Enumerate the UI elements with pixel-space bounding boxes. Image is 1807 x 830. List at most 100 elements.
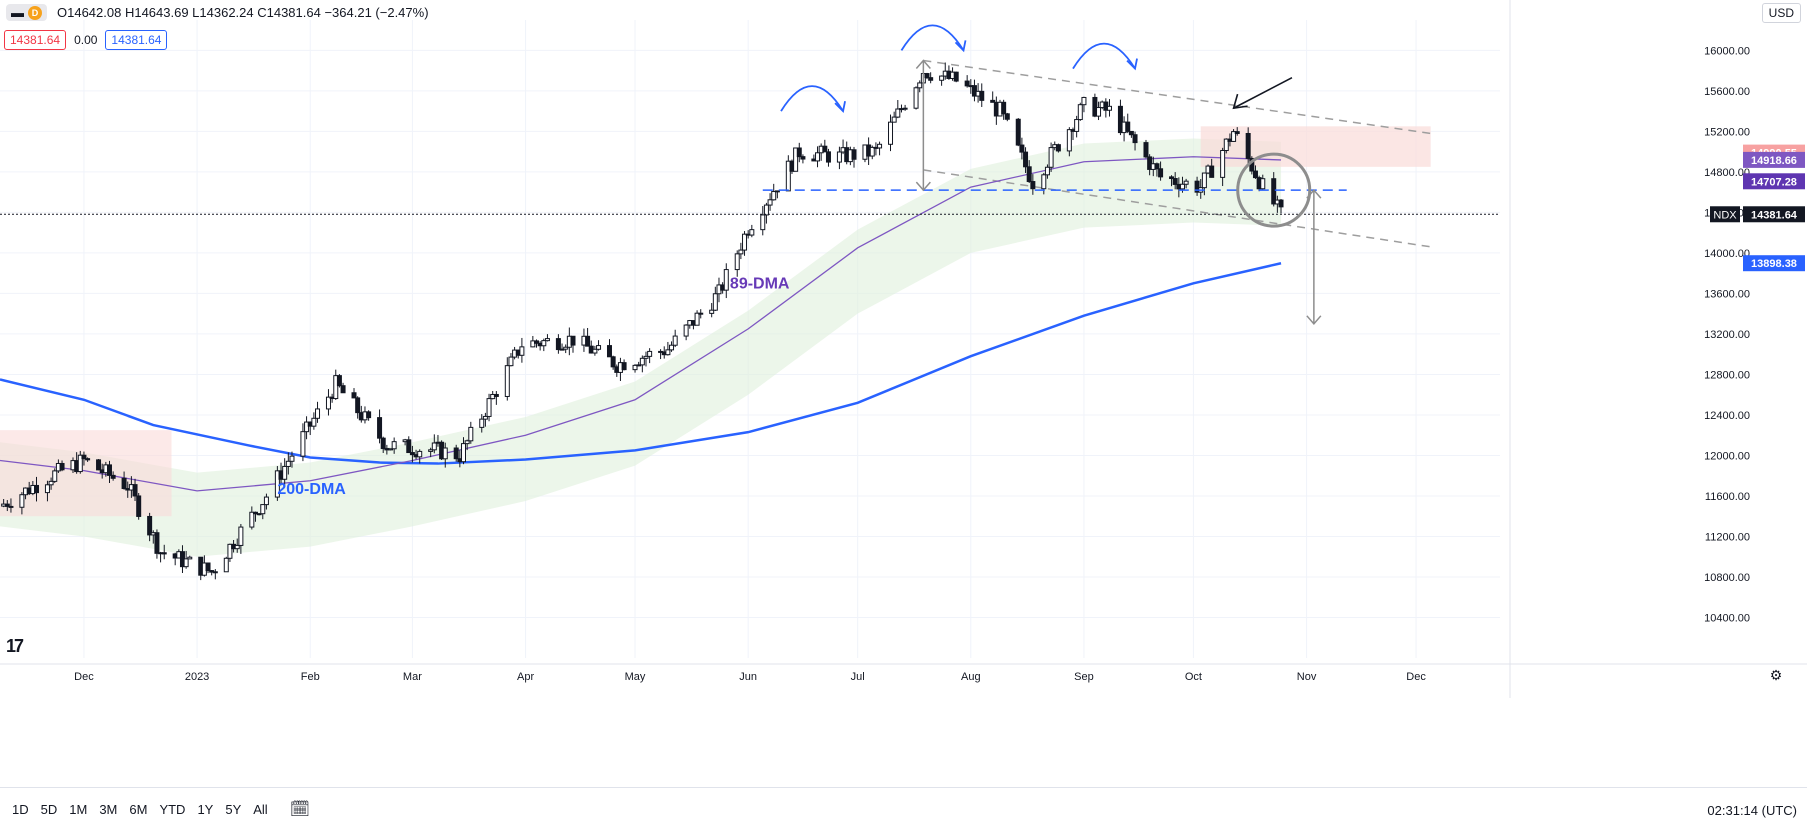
minus-icon: ▬: [11, 5, 24, 20]
candle-body: [380, 437, 386, 450]
candle-body: [48, 480, 54, 486]
candle-body: [924, 73, 930, 79]
y-tick-label: 11600.00: [1705, 491, 1750, 503]
candle-body: [1147, 156, 1153, 170]
ohlc-legend: ▬ D O14642.08 H14643.69 L14362.24 C14381…: [6, 4, 429, 21]
candle-body: [742, 233, 748, 251]
candle-body: [479, 418, 485, 428]
candle-body: [340, 385, 346, 394]
candle-body: [793, 147, 799, 172]
grid-lines: [0, 20, 1500, 658]
price-tag-value: 14707.28: [1751, 176, 1797, 188]
candle-body: [541, 340, 547, 347]
candle-body: [300, 431, 306, 457]
price-tag: 13898.38: [1743, 255, 1805, 272]
candle-body: [147, 515, 153, 536]
candle-body: [1066, 129, 1072, 152]
range-button-1y[interactable]: 1Y: [197, 801, 214, 817]
candle-body: [409, 452, 415, 456]
candle-body: [563, 346, 569, 350]
price-tag-symbol-bg: [1710, 206, 1740, 223]
candle-body: [1030, 181, 1036, 190]
measure-arrow-top-head: [915, 59, 931, 70]
candle-body: [1260, 178, 1266, 190]
y-tick-label: 12400.00: [1704, 410, 1750, 422]
candle-body: [891, 116, 897, 123]
x-tick-label: Aug: [961, 671, 981, 683]
candle-body: [315, 408, 321, 419]
x-tick-label: Sep: [1074, 671, 1094, 683]
candle-body: [643, 355, 649, 359]
candle-body: [774, 190, 780, 193]
candle-body: [234, 544, 240, 550]
candle-body: [596, 345, 602, 350]
range-button-1d[interactable]: 1D: [12, 801, 29, 817]
candle-body: [1015, 118, 1021, 146]
price-tag-bg: [1743, 173, 1805, 190]
candle-body: [928, 77, 934, 81]
label-89-dma: 89-DMA: [730, 275, 790, 292]
candle-body: [183, 558, 189, 568]
curved-arrow-1: [780, 85, 844, 112]
range-button-3m[interactable]: 3M: [99, 801, 118, 817]
candle-body: [1143, 142, 1149, 158]
y-tick-label: 10400.00: [1704, 612, 1750, 624]
candle-body: [544, 338, 550, 342]
candle-body: [964, 80, 970, 87]
channel-lower-line: [923, 169, 1431, 248]
candle-body: [311, 417, 317, 427]
candle-body: [1132, 134, 1138, 144]
measure-arrow-projection-head: [1306, 315, 1322, 325]
candle-body: [1194, 180, 1200, 193]
candle-body: [1271, 178, 1277, 205]
range-button-5y[interactable]: 5Y: [225, 801, 242, 817]
candle-body: [110, 474, 116, 479]
x-tick-label: Dec: [74, 671, 94, 683]
descending-channel: [923, 59, 1431, 248]
candle-body: [187, 556, 193, 560]
candle-body: [8, 505, 14, 508]
candle-body: [895, 108, 901, 118]
candle-body: [1041, 174, 1047, 190]
candle-body: [971, 85, 977, 97]
y-tick-label: 15200.00: [1704, 126, 1750, 138]
range-button-5d[interactable]: 5D: [40, 801, 58, 817]
candle-body: [771, 191, 777, 201]
candle-body: [888, 121, 894, 145]
range-button-1m[interactable]: 1M: [69, 801, 88, 817]
range-button-6m[interactable]: 6M: [129, 801, 148, 817]
y-tick-label: 12800.00: [1704, 369, 1750, 381]
candle-body: [1023, 151, 1029, 168]
candle-body: [1081, 96, 1087, 106]
candle-body: [482, 415, 488, 420]
calendar-icon[interactable]: 🗓: [289, 801, 311, 818]
cloud-red-area-early: [0, 430, 172, 517]
price-axis: 10400.00 10800.00 11200.00 11600.00 12000.00…: [1509, 0, 1750, 698]
candle-body: [767, 199, 773, 206]
bid-price-box[interactable]: 14381.64: [4, 30, 67, 50]
price-tag: NDX 14381.64: [1710, 206, 1805, 223]
candle-body: [519, 346, 525, 356]
candle-body: [530, 340, 536, 348]
price-tag-bg: [1743, 255, 1805, 272]
y-tick-label: 11200.00: [1705, 531, 1750, 543]
candle-body: [249, 511, 255, 528]
candle-body: [694, 312, 700, 326]
candle-body: [464, 440, 470, 445]
candle-body: [304, 421, 310, 433]
ask-price-box[interactable]: 14381.64: [105, 30, 168, 50]
candle-body: [161, 552, 167, 555]
range-button-ytd[interactable]: YTD: [159, 801, 186, 817]
candle-body: [132, 484, 138, 497]
range-buttons: 1D 5D 1M 3M 6M YTD 1Y 5Y All: [6, 802, 274, 817]
candle-body: [669, 344, 675, 351]
candle-body: [431, 442, 437, 451]
range-button-all[interactable]: All: [253, 801, 268, 817]
x-tick-label: Mar: [403, 671, 422, 683]
candle-body: [1234, 131, 1240, 134]
candle-body: [979, 90, 985, 101]
interval-chip[interactable]: ▬ D: [6, 4, 47, 21]
dma-200-line: [0, 262, 1282, 465]
currency-selector[interactable]: USD: [1761, 3, 1801, 23]
